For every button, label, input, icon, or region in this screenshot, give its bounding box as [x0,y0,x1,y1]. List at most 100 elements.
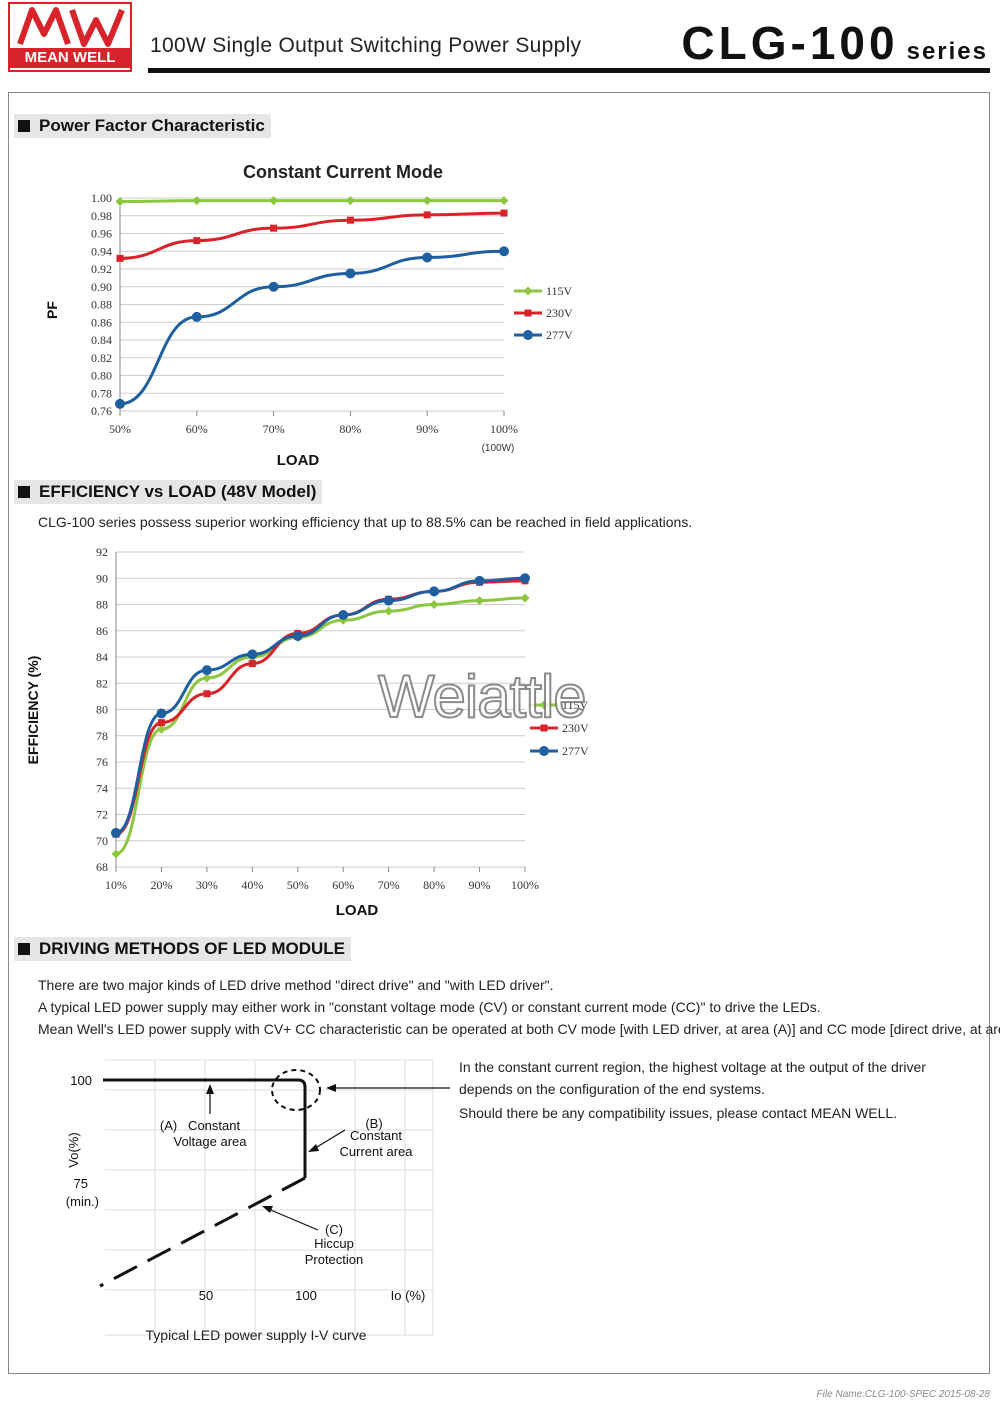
x-tick-label: 100% [490,422,518,436]
pf-section-title: Power Factor Characteristic [39,116,265,135]
x-tick-label: 40% [241,878,263,892]
mw-logo-mark [17,7,125,47]
legend-label-230V: 230V [562,721,589,735]
y-tick-label: 0.78 [91,386,112,400]
area-b-arrow [311,1129,346,1151]
data-point-115V [429,600,439,609]
pf-chart: 1.00 0.98 0.96 0.94 0.92 0.90 0.88 0.86 0.84 0.82… [44,162,573,469]
data-point-277V [111,827,121,838]
legend-label-277V: 277V [546,328,573,342]
iv-y-tick: 75 [74,1176,88,1191]
y-tick-label: 72 [96,808,108,822]
heading-square-icon [18,120,30,132]
y-tick-label: 78 [96,729,108,743]
model-title: CLG-100 series [681,16,988,70]
arrowhead-icon [262,1206,273,1213]
brand-name: MEAN WELL [10,48,130,68]
content-frame [8,92,990,1374]
data-point-277V [338,610,349,620]
legend-marker-277V [539,746,549,756]
cv-cc-line [103,1078,307,1178]
y-tick-label: 0.88 [91,298,112,312]
eff-description: CLG-100 series possess superior working … [38,514,693,530]
y-tick-label: 74 [96,781,108,795]
y-tick-label: 0.76 [91,404,112,418]
watermark: Weiattle [377,662,588,731]
legend-marker-115V [539,700,549,710]
legend-marker-230V [524,309,532,317]
pf-section-heading: Power Factor Characteristic [14,114,271,138]
y-tick-label: 0.80 [91,369,112,383]
document-title: 100W Single Output Switching Power Suppl… [150,34,582,57]
y-tick-label: 80 [96,703,108,717]
y-tick-label: 68 [96,860,108,874]
legend-label-115V: 115V [546,284,573,298]
x-tick-label: 60% [186,422,208,436]
area-b-label: Current area [340,1144,414,1159]
driving-section-title: DRIVING METHODS OF LED MODULE [39,939,345,958]
data-point-277V [201,665,212,676]
iv-y-tick: 100 [70,1073,92,1088]
legend-marker-277V [523,330,533,340]
model-name: CLG-100 [681,17,899,69]
data-point-230V [157,719,165,727]
data-point-115V [202,673,212,683]
y-tick-label: 88 [96,598,108,612]
area-c-arrow [265,1207,319,1231]
data-point-115V [499,196,509,206]
iv-caption: Typical LED power supply I-V curve [146,1327,367,1343]
legend-label-115V: 115V [562,698,589,712]
data-point-277V [156,708,167,719]
y-tick-label: 76 [96,755,108,769]
x-tick-label: 90% [469,878,491,892]
x-axis-label: LOAD [277,452,320,469]
x-tick-label: 80% [423,878,445,892]
area-b-label: (B) [365,1116,382,1131]
driving-line: There are two major kinds of LED drive m… [38,977,554,993]
y-tick-label: 92 [96,545,108,559]
area-a-label: (A) Constant [160,1118,241,1133]
data-point-277V [292,631,303,641]
data-point-277V [429,586,440,597]
area-c-label: Protection [305,1252,364,1267]
data-point-277V [247,649,258,660]
arrowhead-icon [308,1144,319,1152]
hiccup-dashed-line [99,1176,306,1288]
data-point-277V [383,595,394,606]
model-suffix: series [906,38,988,65]
x-tick-label: 60% [332,878,354,892]
cc-note-line: Should there be any compatibility issues… [459,1105,898,1121]
chart-title: Constant Current Mode [243,162,443,182]
x-axis-label: LOAD [336,902,379,919]
y-tick-label: 0.90 [91,280,112,294]
area-b-label: Constant [350,1128,402,1143]
y-tick-label: 86 [96,624,108,638]
data-point-277V [345,268,356,279]
data-point-115V [115,197,125,207]
heading-square-icon [18,486,30,498]
data-point-277V [474,575,485,586]
iv-curve-diagram: 100 75 (min.) Vo(%) 50 100 Io (%) (A) Co… [66,1059,450,1343]
data-point-277V [115,398,125,409]
cc-note-line: In the constant current region, the high… [459,1059,926,1075]
y-axis-label: PF [44,301,60,319]
data-point-230V [203,690,211,698]
x-tick-label: 70% [263,422,285,436]
data-point-230V [423,211,431,219]
knee-highlight-circle [271,1069,321,1111]
data-point-115V [111,849,121,859]
x-tick-label: 10% [105,878,127,892]
y-tick-label: 84 [96,650,108,664]
data-point-230V [116,254,124,262]
iv-x-tick: 100 [295,1288,317,1303]
y-tick-label: 0.98 [91,209,112,223]
y-tick-label: 0.96 [91,227,112,241]
data-point-230V [346,216,354,224]
area-c-label: Hiccup [314,1236,354,1251]
data-point-230V [270,224,278,232]
y-tick-label: 0.94 [91,244,112,258]
heading-square-icon [18,943,30,955]
data-point-115V [422,196,432,206]
area-c-label: (C) [325,1222,343,1237]
arrowhead-icon [206,1084,214,1094]
